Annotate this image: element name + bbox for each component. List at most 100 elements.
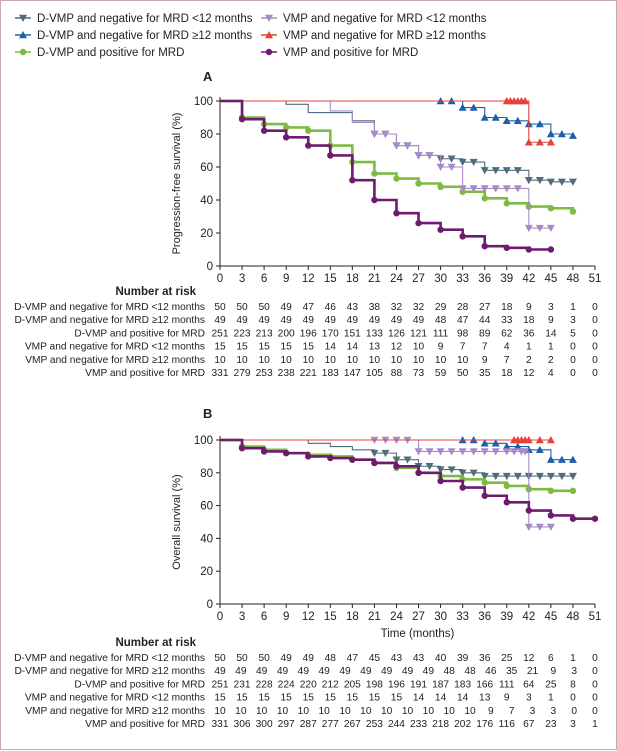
risk-row: D-VMP and negative for MRD <12 months 50 5… bbox=[14, 653, 598, 664]
risk-count: 1 bbox=[570, 653, 576, 664]
data-point bbox=[480, 113, 489, 121]
x-tick-label: 33 bbox=[456, 611, 469, 623]
risk-count: 12 bbox=[523, 653, 535, 664]
data-point bbox=[415, 469, 422, 476]
data-point bbox=[260, 448, 268, 455]
data-point bbox=[425, 463, 434, 471]
risk-count: 50 bbox=[236, 302, 248, 313]
risk-count: 28 bbox=[457, 302, 469, 313]
data-point bbox=[459, 233, 466, 240]
risk-count: 49 bbox=[281, 315, 293, 326]
risk-count: 44 bbox=[479, 315, 491, 326]
legend-triangle-icon bbox=[265, 14, 273, 22]
risk-count: 196 bbox=[300, 328, 317, 339]
data-point bbox=[535, 224, 544, 233]
data-point bbox=[436, 448, 445, 456]
legend-triangle-icon bbox=[265, 31, 273, 39]
data-point bbox=[568, 472, 577, 481]
risk-table-title: Number at risk bbox=[115, 286, 196, 298]
risk-count: 10 bbox=[318, 706, 330, 717]
risk-count: 23 bbox=[545, 719, 557, 730]
risk-count: 48 bbox=[435, 315, 447, 326]
series-line bbox=[220, 99, 575, 212]
data-point bbox=[546, 138, 555, 146]
risk-count: 12 bbox=[391, 342, 403, 353]
data-point bbox=[546, 178, 555, 186]
risk-count: 36 bbox=[523, 328, 535, 339]
risk-count: 213 bbox=[256, 328, 273, 339]
risk-count: 15 bbox=[325, 693, 337, 704]
risk-count: 49 bbox=[413, 315, 425, 326]
risk-count: 64 bbox=[523, 679, 535, 690]
risk-row-label: D-VMP and positive for MRD bbox=[74, 679, 205, 690]
risk-count: 1 bbox=[592, 719, 598, 730]
data-point bbox=[535, 177, 544, 185]
x-tick-label: 3 bbox=[239, 273, 245, 285]
risk-count: 231 bbox=[234, 679, 251, 690]
risk-count: 49 bbox=[303, 315, 315, 326]
risk-count: 18 bbox=[501, 368, 513, 379]
x-tick-label: 51 bbox=[589, 611, 602, 623]
risk-count: 10 bbox=[464, 706, 476, 717]
legend-item: D-VMP and negative for MRD <12 months bbox=[15, 13, 253, 25]
risk-count: 50 bbox=[236, 653, 248, 664]
risk-count: 50 bbox=[258, 302, 270, 313]
data-point bbox=[447, 163, 456, 171]
data-point bbox=[524, 177, 533, 185]
risk-count: 0 bbox=[592, 302, 598, 313]
risk-row: VMP and negative for MRD <12 months 15 15 1… bbox=[25, 693, 598, 704]
x-tick-label: 0 bbox=[217, 273, 223, 285]
risk-count: 133 bbox=[366, 328, 383, 339]
risk-count: 300 bbox=[256, 719, 273, 730]
x-tick-label: 48 bbox=[567, 273, 580, 285]
data-point bbox=[403, 142, 412, 150]
data-point bbox=[480, 448, 489, 456]
data-point bbox=[403, 456, 412, 464]
risk-count: 13 bbox=[479, 693, 491, 704]
data-point bbox=[557, 455, 566, 463]
risk-count: 253 bbox=[366, 719, 383, 730]
x-tick-label: 18 bbox=[346, 611, 359, 623]
risk-count: 331 bbox=[212, 719, 229, 730]
risk-count: 200 bbox=[278, 328, 295, 339]
data-point bbox=[469, 448, 478, 456]
risk-count: 244 bbox=[388, 719, 405, 730]
data-point bbox=[447, 448, 456, 456]
risk-count: 111 bbox=[433, 328, 449, 339]
risk-row-label: VMP and negative for MRD <12 months bbox=[25, 693, 205, 704]
data-point bbox=[557, 472, 566, 481]
data-point bbox=[469, 469, 478, 477]
data-point bbox=[480, 167, 489, 175]
risk-count: 10 bbox=[423, 706, 435, 717]
y-tick-label: 100 bbox=[194, 435, 213, 447]
risk-count: 297 bbox=[278, 719, 295, 730]
risk-count: 10 bbox=[214, 706, 226, 717]
risk-count: 187 bbox=[432, 679, 449, 690]
risk-count: 88 bbox=[391, 368, 403, 379]
data-point bbox=[524, 138, 533, 146]
y-tick-label: 20 bbox=[200, 228, 213, 240]
data-point bbox=[547, 512, 555, 519]
risk-count: 38 bbox=[369, 302, 381, 313]
risk-count: 50 bbox=[258, 653, 270, 664]
data-point bbox=[305, 127, 312, 134]
x-tick-label: 33 bbox=[456, 273, 469, 285]
risk-count: 0 bbox=[592, 693, 598, 704]
legend-item: VMP and positive for MRD bbox=[261, 47, 418, 59]
data-point bbox=[371, 196, 378, 204]
series-line bbox=[220, 99, 551, 251]
risk-count: 116 bbox=[499, 719, 516, 730]
risk-count: 196 bbox=[388, 679, 405, 690]
series-5 bbox=[220, 436, 555, 444]
series-5 bbox=[220, 97, 555, 146]
data-point bbox=[415, 180, 422, 187]
legend-label: VMP and negative for MRD ≥12 months bbox=[283, 30, 486, 42]
x-tick-label: 24 bbox=[390, 611, 403, 623]
risk-count: 47 bbox=[457, 315, 469, 326]
legend-label: VMP and negative for MRD <12 months bbox=[283, 13, 487, 25]
risk-row-label: D-VMP and positive for MRD bbox=[74, 328, 205, 339]
risk-count: 9 bbox=[438, 342, 444, 353]
risk-count: 10 bbox=[402, 706, 414, 717]
legend-label: VMP and positive for MRD bbox=[283, 47, 418, 59]
risk-row: D-VMP and negative for MRD ≥12 months 49 4… bbox=[14, 666, 598, 677]
